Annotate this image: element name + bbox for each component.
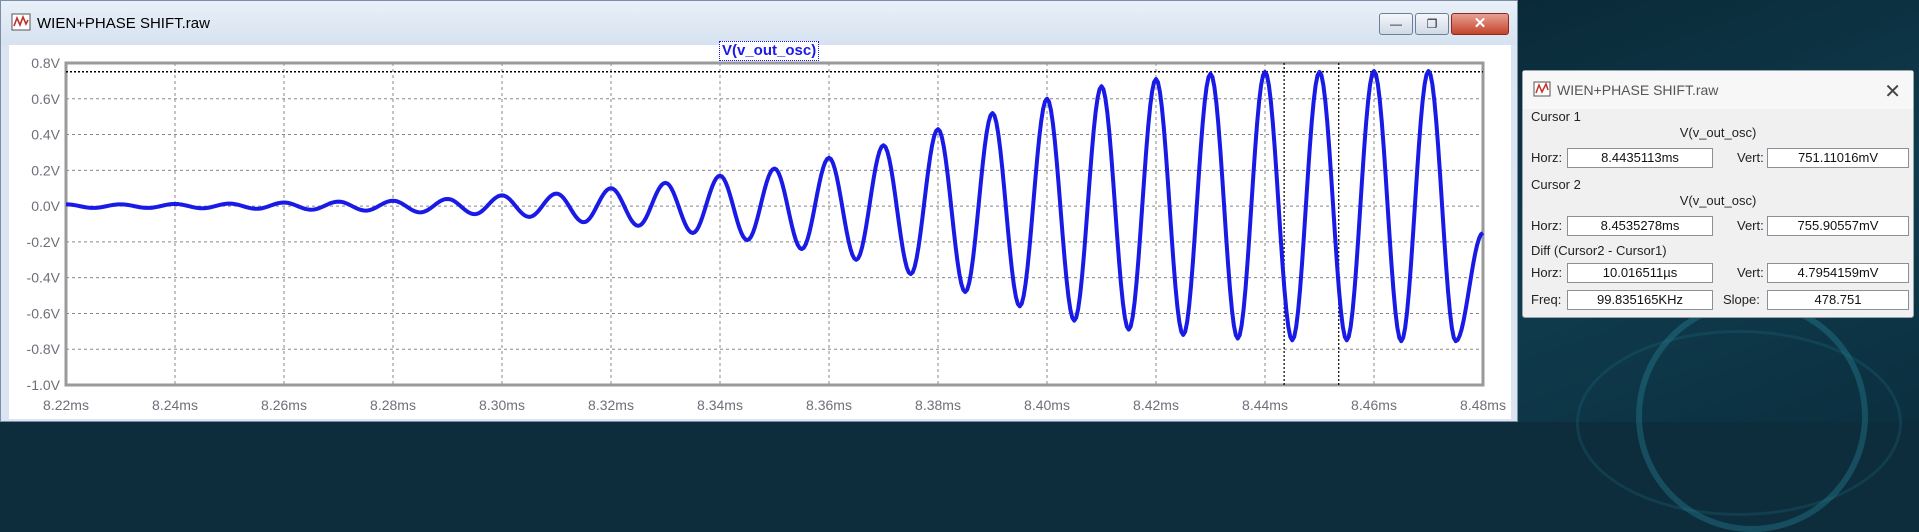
cursor-window-title: WIEN+PHASE SHIFT.raw bbox=[1557, 82, 1718, 98]
y-tick-label: 0.2V bbox=[31, 162, 60, 178]
diff-vert-label: Vert: bbox=[1737, 265, 1764, 280]
cursor-app-icon bbox=[1533, 81, 1551, 97]
cursor2-horz-label: Horz: bbox=[1531, 218, 1562, 233]
cursor1-vert-field[interactable]: 751.11016mV bbox=[1767, 148, 1909, 168]
diff-freq-field[interactable]: 99.835165KHz bbox=[1567, 290, 1713, 310]
y-tick-label: -0.2V bbox=[27, 234, 61, 250]
cursor2-trace: V(v_out_osc) bbox=[1523, 193, 1913, 208]
cursor1-horz-label: Horz: bbox=[1531, 150, 1562, 165]
cursor1-horz-field[interactable]: 8.4435113ms bbox=[1567, 148, 1713, 168]
x-tick-label: 8.48ms bbox=[1460, 397, 1506, 413]
y-tick-label: -0.6V bbox=[27, 305, 61, 321]
desktop-decoration bbox=[1576, 330, 1902, 516]
y-tick-label: -0.4V bbox=[27, 270, 61, 286]
cursor-info-window: WIEN+PHASE SHIFT.raw ✕ Cursor 1 V(v_out_… bbox=[1522, 70, 1914, 318]
cursor1-vert-label: Vert: bbox=[1737, 150, 1764, 165]
y-tick-label: 0.6V bbox=[31, 91, 60, 107]
x-tick-label: 8.38ms bbox=[915, 397, 961, 413]
waveform-chart[interactable]: 8.22ms 8.24ms 8.26ms 8.28ms 8.30ms 8.32ms 8.34… bbox=[1, 1, 1519, 423]
y-tick-label: -1.0V bbox=[27, 377, 61, 393]
x-tick-label: 8.44ms bbox=[1242, 397, 1288, 413]
diff-slope-field[interactable]: 478.751 bbox=[1767, 290, 1909, 310]
y-tick-label: 0.0V bbox=[31, 198, 60, 214]
x-tick-label: 8.32ms bbox=[588, 397, 634, 413]
diff-freq-label: Freq: bbox=[1531, 292, 1561, 307]
cursor1-title: Cursor 1 bbox=[1531, 109, 1581, 124]
x-tick-label: 8.40ms bbox=[1024, 397, 1070, 413]
cursor2-horz-field[interactable]: 8.4535278ms bbox=[1567, 216, 1713, 236]
x-tick-label: 8.36ms bbox=[806, 397, 852, 413]
trace-label[interactable]: V(v_out_osc) bbox=[719, 41, 819, 61]
close-icon[interactable]: ✕ bbox=[1884, 79, 1901, 104]
cursor1-trace: V(v_out_osc) bbox=[1523, 125, 1913, 140]
x-tick-label: 8.28ms bbox=[370, 397, 416, 413]
y-tick-label: 0.4V bbox=[31, 127, 60, 143]
x-tick-label: 8.30ms bbox=[479, 397, 525, 413]
diff-slope-label: Slope: bbox=[1723, 292, 1760, 307]
y-tick-label: -0.8V bbox=[27, 341, 61, 357]
diff-vert-field[interactable]: 4.7954159mV bbox=[1767, 263, 1909, 283]
cursor2-title: Cursor 2 bbox=[1531, 177, 1581, 192]
x-tick-label: 8.26ms bbox=[261, 397, 307, 413]
x-tick-label: 8.46ms bbox=[1351, 397, 1397, 413]
x-tick-label: 8.42ms bbox=[1133, 397, 1179, 413]
x-tick-label: 8.24ms bbox=[152, 397, 198, 413]
cursor-window-titlebar[interactable]: WIEN+PHASE SHIFT.raw ✕ bbox=[1523, 71, 1913, 109]
diff-horz-field[interactable]: 10.016511µs bbox=[1567, 263, 1713, 283]
diff-title: Diff (Cursor2 - Cursor1) bbox=[1531, 243, 1667, 258]
diff-horz-label: Horz: bbox=[1531, 265, 1562, 280]
x-tick-label: 8.34ms bbox=[697, 397, 743, 413]
x-tick-label: 8.22ms bbox=[43, 397, 89, 413]
plot-window: WIEN+PHASE SHIFT.raw — ❐ ✕ 8.22ms 8.24ms 8… bbox=[0, 0, 1518, 422]
y-tick-label: 0.8V bbox=[31, 55, 60, 71]
cursor2-vert-label: Vert: bbox=[1737, 218, 1764, 233]
cursor2-vert-field[interactable]: 755.90557mV bbox=[1767, 216, 1909, 236]
